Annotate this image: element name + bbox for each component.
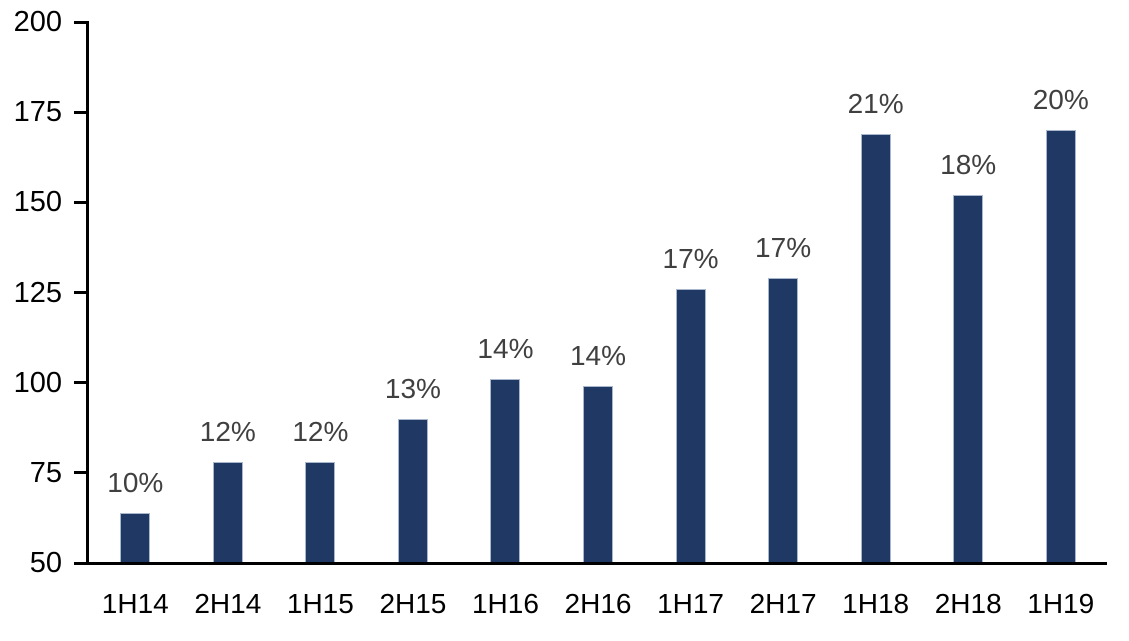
bar-value-label: 20%: [1032, 84, 1089, 116]
bar: [212, 462, 243, 565]
bar-value-label: 21%: [847, 87, 904, 119]
bar: [305, 462, 336, 565]
x-tick-label: 2H17: [749, 588, 817, 619]
x-tick-label: 2H14: [194, 588, 262, 619]
x-tick-label: 1H14: [101, 588, 169, 619]
y-tick-label: 150: [13, 186, 62, 219]
x-tick-label: 1H15: [286, 588, 354, 619]
x-tick-label: 2H15: [379, 588, 447, 619]
bar: [397, 418, 428, 565]
bar-value-label: 14%: [477, 333, 534, 365]
y-tick-mark: [74, 200, 86, 204]
bar-value-label: 17%: [755, 232, 812, 264]
y-tick-label: 200: [13, 6, 62, 38]
bar-value-label: 17%: [662, 242, 719, 274]
bar-value-label: 10%: [107, 466, 164, 498]
y-tick-mark: [74, 20, 86, 24]
y-tick-mark: [74, 110, 86, 114]
x-tick-label: 1H18: [842, 588, 910, 619]
bar: [120, 512, 151, 565]
bar: [675, 288, 706, 565]
bar: [490, 379, 521, 565]
y-tick-mark: [74, 471, 86, 475]
y-tick-label: 100: [13, 366, 62, 399]
bar-value-label: 12%: [199, 416, 256, 447]
y-axis-line: [86, 21, 89, 564]
x-tick-label: 2H18: [934, 588, 1002, 619]
bar-value-label: 18%: [940, 149, 997, 181]
x-tick-label: 1H17: [657, 588, 724, 619]
y-tick-mark: [74, 291, 86, 294]
x-axis-line: [74, 561, 1107, 565]
bar-value-label: 14%: [569, 340, 627, 372]
bar-value-label: 12%: [292, 416, 349, 447]
bar: [768, 278, 799, 565]
bar-value-label: 13%: [384, 372, 441, 404]
x-tick-label: 1H16: [471, 588, 539, 619]
y-tick-label: 75: [29, 456, 62, 489]
bar: [860, 133, 891, 565]
y-tick-label: 175: [13, 96, 62, 129]
x-tick-label: 1H19: [1027, 588, 1095, 619]
y-tick-label: 50: [29, 547, 62, 579]
bar: [583, 386, 613, 565]
bar: [1045, 130, 1076, 565]
bar: [953, 195, 984, 565]
y-tick-label: 125: [13, 276, 62, 309]
x-tick-label: 2H16: [564, 588, 632, 619]
y-tick-mark: [74, 381, 86, 385]
